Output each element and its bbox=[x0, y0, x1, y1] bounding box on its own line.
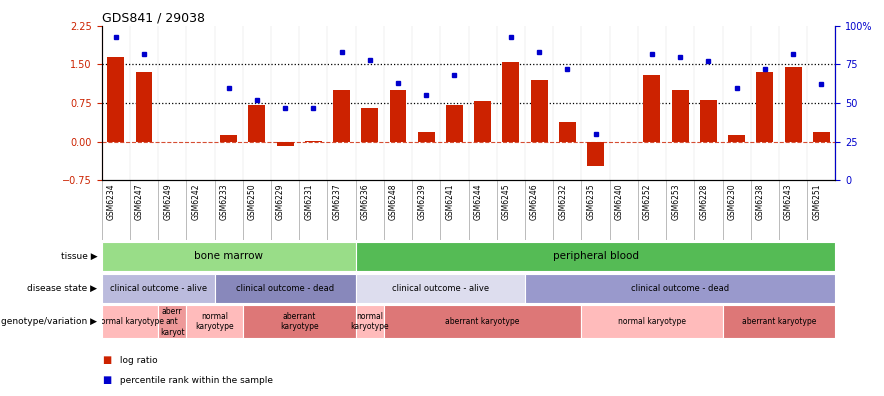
Text: GSM6239: GSM6239 bbox=[417, 183, 426, 220]
Bar bbox=[525, 274, 835, 303]
Bar bbox=[418, 132, 435, 141]
Text: aberrant
karyotype: aberrant karyotype bbox=[280, 312, 318, 331]
Text: clinical outcome - alive: clinical outcome - alive bbox=[392, 284, 489, 293]
Text: GSM6250: GSM6250 bbox=[248, 183, 257, 220]
Text: normal
karyotype: normal karyotype bbox=[195, 312, 234, 331]
Bar bbox=[135, 72, 152, 141]
Bar bbox=[474, 101, 492, 141]
Bar bbox=[446, 105, 463, 141]
Text: log ratio: log ratio bbox=[117, 356, 157, 365]
Bar bbox=[355, 274, 525, 303]
Bar bbox=[502, 62, 519, 141]
Bar bbox=[187, 305, 243, 338]
Bar bbox=[243, 305, 355, 338]
Bar bbox=[355, 242, 835, 271]
Bar bbox=[559, 122, 575, 141]
Text: clinical outcome - dead: clinical outcome - dead bbox=[236, 284, 334, 293]
Text: normal karyotype: normal karyotype bbox=[618, 317, 686, 326]
Text: GSM6228: GSM6228 bbox=[699, 183, 708, 219]
Text: disease state ▶: disease state ▶ bbox=[27, 284, 97, 293]
Bar bbox=[333, 90, 350, 141]
Text: bone marrow: bone marrow bbox=[194, 251, 263, 261]
Bar bbox=[587, 141, 604, 166]
Bar bbox=[362, 108, 378, 141]
Text: GSM6249: GSM6249 bbox=[164, 183, 172, 220]
Bar bbox=[102, 274, 215, 303]
Bar bbox=[812, 132, 830, 141]
Text: GSM6244: GSM6244 bbox=[474, 183, 483, 220]
Bar bbox=[757, 72, 774, 141]
Text: GSM6230: GSM6230 bbox=[728, 183, 736, 220]
Text: normal
karyotype: normal karyotype bbox=[350, 312, 389, 331]
Text: peripheral blood: peripheral blood bbox=[552, 251, 638, 261]
Text: GSM6229: GSM6229 bbox=[276, 183, 286, 220]
Bar bbox=[355, 305, 384, 338]
Text: clinical outcome - dead: clinical outcome - dead bbox=[631, 284, 729, 293]
Bar bbox=[728, 135, 745, 141]
Bar bbox=[102, 242, 355, 271]
Text: GSM6238: GSM6238 bbox=[756, 183, 765, 220]
Bar bbox=[672, 90, 689, 141]
Bar bbox=[700, 100, 717, 141]
Text: genotype/variation ▶: genotype/variation ▶ bbox=[1, 317, 97, 326]
Text: GSM6240: GSM6240 bbox=[614, 183, 624, 220]
Bar bbox=[102, 305, 158, 338]
Text: tissue ▶: tissue ▶ bbox=[61, 252, 97, 261]
Text: GSM6237: GSM6237 bbox=[332, 183, 341, 220]
Text: GDS841 / 29038: GDS841 / 29038 bbox=[102, 11, 205, 25]
Text: GSM6236: GSM6236 bbox=[361, 183, 370, 220]
Bar bbox=[158, 305, 187, 338]
Text: aberrant karyotype: aberrant karyotype bbox=[742, 317, 816, 326]
Bar bbox=[215, 274, 355, 303]
Text: GSM6245: GSM6245 bbox=[502, 183, 511, 220]
Bar bbox=[644, 74, 660, 141]
Bar bbox=[277, 141, 293, 146]
Text: GSM6246: GSM6246 bbox=[530, 183, 539, 220]
Bar bbox=[220, 135, 237, 141]
Text: ■: ■ bbox=[102, 355, 110, 366]
Text: GSM6235: GSM6235 bbox=[586, 183, 596, 220]
Text: aberr
ant
karyot: aberr ant karyot bbox=[160, 307, 185, 337]
Bar bbox=[248, 105, 265, 141]
Text: aberrant karyotype: aberrant karyotype bbox=[446, 317, 520, 326]
Text: GSM6253: GSM6253 bbox=[671, 183, 680, 220]
Bar bbox=[384, 305, 582, 338]
Text: clinical outcome - alive: clinical outcome - alive bbox=[110, 284, 207, 293]
Text: GSM6243: GSM6243 bbox=[784, 183, 793, 220]
Text: GSM6233: GSM6233 bbox=[219, 183, 229, 220]
Bar bbox=[785, 67, 802, 141]
Bar bbox=[530, 80, 547, 141]
Bar bbox=[107, 57, 125, 141]
Text: normal karyotype: normal karyotype bbox=[95, 317, 164, 326]
Text: percentile rank within the sample: percentile rank within the sample bbox=[117, 376, 272, 385]
Text: GSM6231: GSM6231 bbox=[304, 183, 313, 220]
Text: GSM6251: GSM6251 bbox=[812, 183, 821, 220]
Text: GSM6241: GSM6241 bbox=[446, 183, 454, 220]
Text: GSM6234: GSM6234 bbox=[107, 183, 116, 220]
Text: GSM6252: GSM6252 bbox=[643, 183, 652, 220]
Text: GSM6248: GSM6248 bbox=[389, 183, 398, 220]
Bar bbox=[722, 305, 835, 338]
Text: GSM6232: GSM6232 bbox=[559, 183, 568, 220]
Text: GSM6242: GSM6242 bbox=[192, 183, 201, 220]
Text: GSM6247: GSM6247 bbox=[135, 183, 144, 220]
Text: ■: ■ bbox=[102, 375, 110, 385]
Bar bbox=[390, 90, 407, 141]
Bar bbox=[582, 305, 722, 338]
